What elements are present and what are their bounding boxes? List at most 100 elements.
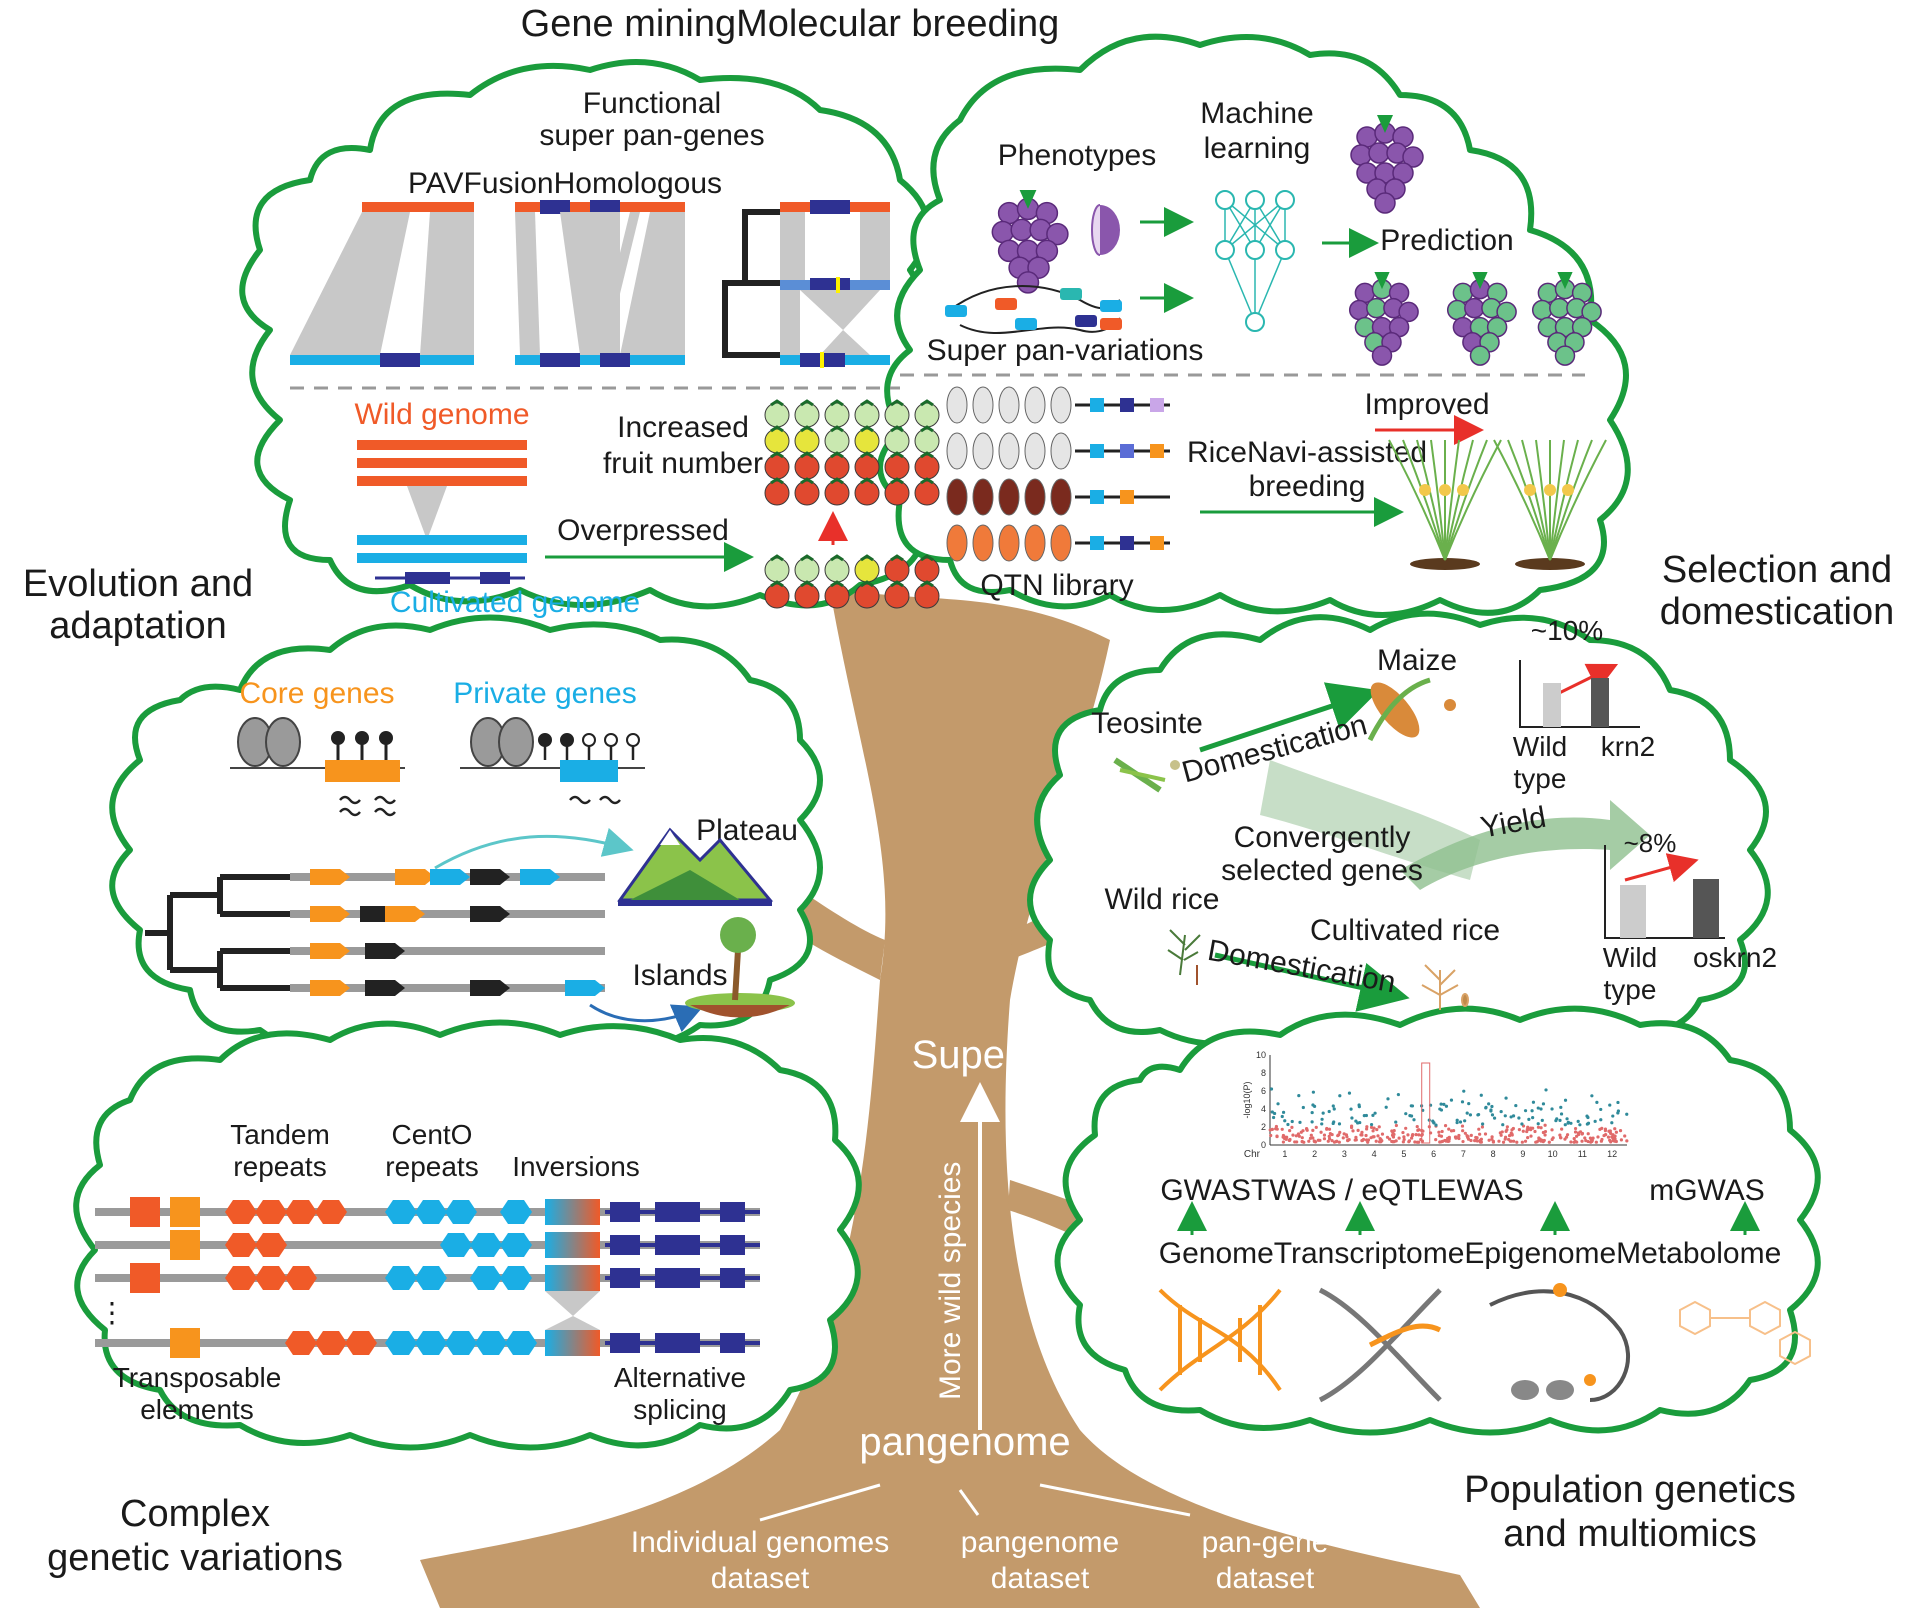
increased-label-2: fruit number: [603, 447, 763, 480]
cento-repeat: [500, 1233, 532, 1257]
rice-seed: [946, 386, 968, 424]
manhattan-point: [1290, 1125, 1294, 1129]
rice-seed: [972, 478, 994, 516]
section-label-complex-1: Complex: [120, 1493, 270, 1535]
overpressed-label: Overpressed: [557, 514, 729, 547]
trunk-super-label: Super: [912, 1033, 1019, 1077]
manhattan-point: [1337, 1133, 1341, 1137]
bar-chart-krn2: ~10% Wild type krn2: [1513, 615, 1655, 794]
manhattan-point: [1578, 1123, 1582, 1127]
manhattan-point: [1417, 1128, 1421, 1132]
manhattan-point: [1536, 1122, 1540, 1126]
rice-seed: [946, 524, 968, 562]
rna-squiggle: [569, 795, 591, 805]
manhattan-point: [1473, 1139, 1477, 1143]
tomato: [884, 454, 910, 480]
gene-arrow: [470, 869, 510, 885]
manhattan-point: [1618, 1129, 1623, 1133]
qtn-marker: [1120, 398, 1134, 412]
manhattan-point: [1338, 1094, 1342, 1098]
tomato-stem: [830, 451, 844, 459]
root-label-pangenome-1: pangenome: [961, 1526, 1119, 1559]
convergence-swoosh: [1260, 760, 1480, 880]
tomato: [884, 557, 910, 583]
cultivated-genome-label: Cultivated genome: [390, 586, 640, 619]
exon: [655, 1268, 700, 1288]
manhattan-point: [1573, 1130, 1578, 1134]
manhattan-point: [1369, 1136, 1373, 1140]
tomato-stem: [800, 580, 814, 588]
manhattan-point: [1501, 1123, 1505, 1127]
grape-berry: [1531, 299, 1553, 321]
tandem-repeat: [285, 1331, 317, 1355]
tomato: [764, 428, 790, 454]
manhattan-point: [1503, 1137, 1507, 1141]
manhattan-x-tick: 7: [1461, 1149, 1466, 1159]
wild-rice-label: Wild rice: [1104, 883, 1219, 916]
trunk-pangenome-label: pangenome: [859, 1420, 1070, 1464]
exon: [655, 1202, 700, 1222]
tomato: [794, 428, 820, 454]
cento-label-2: repeats: [385, 1151, 478, 1182]
manhattan-point: [1543, 1123, 1547, 1127]
nn-node: [1215, 240, 1235, 260]
grape-berry: [991, 220, 1015, 244]
manhattan-point: [1380, 1132, 1385, 1136]
manhattan-point: [1284, 1137, 1288, 1141]
tomato-stem: [770, 451, 784, 459]
nn-node: [1245, 312, 1265, 332]
manhattan-point: [1337, 1140, 1341, 1144]
manhattan-point: [1310, 1110, 1314, 1115]
tomato: [914, 583, 940, 609]
manhattan-point: [1385, 1135, 1390, 1139]
rice-seed: [972, 432, 994, 470]
manhattan-point: [1487, 1102, 1491, 1106]
manhattan-point: [1311, 1128, 1315, 1132]
grape-berry: [1402, 146, 1424, 168]
tomato: [914, 454, 940, 480]
inversion-block: [545, 1232, 600, 1258]
manhattan-point: [1504, 1129, 1508, 1134]
cento-repeat: [415, 1331, 447, 1355]
manhattan-point: [1599, 1118, 1603, 1122]
private-genes-label: Private genes: [453, 677, 636, 710]
manhattan-point: [1585, 1122, 1589, 1126]
manhattan-point: [1609, 1140, 1613, 1144]
pct-label-krn2: ~10%: [1531, 615, 1603, 646]
manhattan-x-tick: 2: [1312, 1149, 1317, 1159]
rice-leaf: [1416, 439, 1446, 561]
gene-arrow: [470, 906, 510, 922]
manhattan-point: [1499, 1133, 1503, 1137]
tomato-stem: [890, 425, 904, 433]
manhattan-point: [1281, 1140, 1285, 1144]
cento-repeat: [475, 1331, 507, 1355]
nn-node: [1245, 190, 1265, 210]
rice-seed: [1024, 386, 1046, 424]
pav-synteny: [290, 202, 474, 367]
manhattan-point: [1371, 1129, 1375, 1133]
mutant-krn2-label: krn2: [1601, 731, 1655, 762]
manhattan-point: [1531, 1100, 1536, 1104]
manhattan-point: [1394, 1120, 1398, 1124]
manhattan-point: [1443, 1123, 1448, 1128]
manhattan-point: [1386, 1097, 1390, 1101]
manhattan-point: [1529, 1134, 1533, 1138]
exon: [720, 1202, 745, 1222]
methyl-mark: [331, 731, 345, 745]
tomato: [854, 428, 880, 454]
manhattan-point: [1444, 1138, 1448, 1143]
soil: [1515, 558, 1585, 570]
manhattan-x-tick: 9: [1520, 1149, 1525, 1159]
manhattan-point: [1394, 1123, 1399, 1128]
rice-leaf: [1402, 439, 1446, 561]
tomato: [764, 480, 790, 506]
manhattan-point: [1514, 1103, 1518, 1108]
manhattan-point: [1397, 1136, 1401, 1140]
tomato: [794, 454, 820, 480]
super-pan-variations-label: Super pan-variations: [927, 334, 1204, 367]
tandem-repeat: [315, 1200, 347, 1224]
rice-seed: [1024, 524, 1046, 562]
exon: [610, 1202, 640, 1222]
tomato-stem: [800, 477, 814, 485]
te-label-2: elements: [140, 1394, 254, 1425]
